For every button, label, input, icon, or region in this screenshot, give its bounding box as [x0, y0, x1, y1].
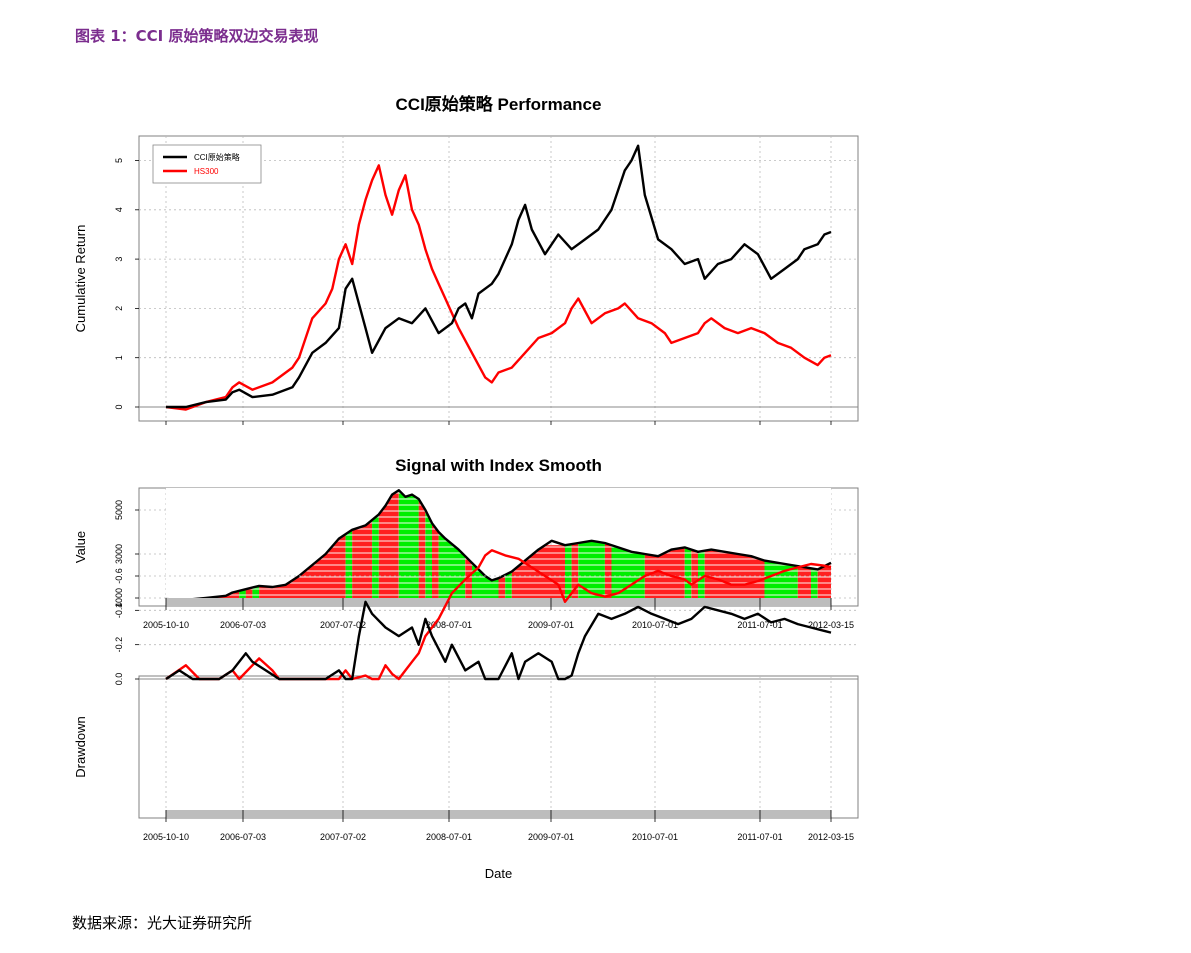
- series-line-strategy: [166, 144, 832, 409]
- signal-bar-long: [698, 550, 705, 598]
- signal-bar-long: [505, 571, 512, 598]
- y-tick-label: 3000: [114, 544, 124, 564]
- y-axis-label: Cumulative Return: [73, 225, 88, 333]
- x-axis-label: Date: [485, 866, 512, 881]
- chart-title: Signal with Index Smooth: [395, 456, 602, 475]
- signal-bar-long: [398, 490, 419, 598]
- x-tick-label: 2008-07-01: [426, 832, 472, 842]
- index-smooth-line: [165, 489, 832, 601]
- drawdown-line-strategy: [165, 600, 832, 681]
- x-tick-label: 2009-07-01: [528, 620, 574, 630]
- x-tick-label: 2005-10-10: [143, 832, 189, 842]
- plot-frame: [138, 135, 859, 422]
- series-line-hs300: [165, 164, 832, 411]
- signal-bar-short: [498, 574, 506, 598]
- y-tick-label: 1000: [114, 588, 124, 608]
- y-tick-label: 0.0: [114, 673, 124, 686]
- signal-bar-short: [797, 566, 812, 598]
- signal-bar-long: [764, 560, 798, 598]
- x-tick-label: 2006-07-03: [220, 832, 266, 842]
- legend: CCI原始策略 HS300: [152, 144, 262, 184]
- y-tick-label: 3: [114, 257, 124, 262]
- x-tick-label: 2009-07-01: [528, 832, 574, 842]
- y-axis-label: Value: [73, 531, 88, 563]
- performance-panel: 0 1 2 3 4 5 Cumulative Return CCI原始策略 Performan…: [73, 94, 859, 425]
- x-tick-label: 2011-07-01: [737, 832, 782, 842]
- legend-box: [152, 144, 262, 184]
- x-tick-label: 2011-07-01: [737, 620, 782, 630]
- y-tick-label: 5000: [114, 500, 124, 520]
- y-tick-label: 1: [114, 355, 124, 360]
- signal-bar-short: [691, 549, 698, 598]
- signal-bar-long: [684, 547, 692, 598]
- legend-label-strategy: CCI原始策略: [194, 152, 240, 162]
- x-tick-label: 2007-07-02: [320, 832, 366, 842]
- y-tick-label: -0.6: [114, 568, 124, 584]
- source-note: 数据来源：光大证券研究所: [72, 914, 253, 932]
- x-tick-label: 2008-07-01: [426, 620, 472, 630]
- signal-bar-long: [425, 510, 432, 598]
- y-tick-label: 5: [114, 158, 124, 163]
- x-tick-label: 2007-07-02: [320, 620, 366, 630]
- signal-panel: 1000 3000 5000 Value Signal with Index Smoot…: [73, 456, 859, 630]
- x-tick-label: 2010-07-01: [632, 832, 678, 842]
- x-tick-label: 2012-03-15: [808, 620, 854, 630]
- x-tick-label: 2005-10-10: [143, 620, 189, 630]
- drawdown-panel: 0.0 -0.2 -0.4 -0.6 Drawdown 2005-10-10 2006-07…: [73, 549, 859, 881]
- chart-title: CCI原始策略 Performance: [396, 94, 602, 114]
- figure-caption: 图表 1：CCI 原始策略双边交易表现: [75, 27, 319, 45]
- y-axis-label: Drawdown: [73, 716, 88, 777]
- x-tick-label: 2006-07-03: [220, 620, 266, 630]
- plot-frame: [138, 675, 859, 819]
- x-axis-band: [166, 810, 831, 818]
- signal-bar-long: [372, 514, 379, 598]
- legend-label-hs300: HS300: [194, 167, 219, 176]
- y-tick-label: 4: [114, 207, 124, 212]
- y-tick-label: -0.4: [114, 603, 124, 619]
- signal-bar-long: [345, 529, 353, 598]
- x-tick-label: 2010-07-01: [632, 620, 678, 630]
- x-axis-band: [166, 598, 831, 606]
- y-tick-label: 0: [114, 404, 124, 409]
- signal-bar-short: [432, 523, 439, 598]
- signal-bar-long: [252, 585, 260, 598]
- area-mask: [166, 488, 831, 600]
- signal-bar-short: [418, 499, 426, 598]
- y-tick-label: 2: [114, 306, 124, 311]
- y-tick-label: -0.2: [114, 637, 124, 653]
- signal-bar-short: [245, 587, 253, 598]
- x-tick-label: 2012-03-15: [808, 832, 854, 842]
- signal-bar-long: [239, 589, 246, 598]
